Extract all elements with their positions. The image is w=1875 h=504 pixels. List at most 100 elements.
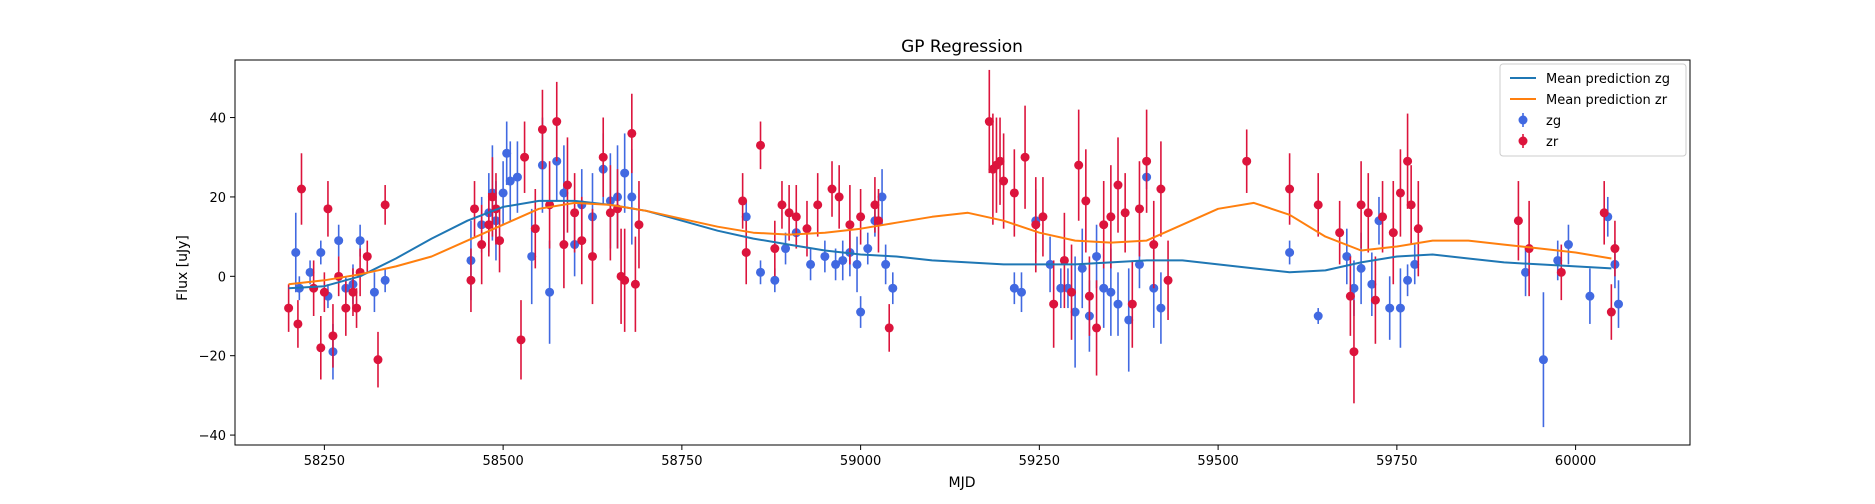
zg-point xyxy=(305,267,315,277)
zr-point xyxy=(1142,156,1152,166)
x-tick-label: 59750 xyxy=(1376,454,1417,469)
legend-item: Mean prediction zr xyxy=(1510,93,1668,108)
zr-point xyxy=(1074,160,1084,170)
y-tick-label: −40 xyxy=(199,429,226,444)
zr-point xyxy=(1156,184,1166,194)
zr-point xyxy=(323,204,333,214)
line-mean-prediction-zg xyxy=(288,199,1612,290)
zr-point xyxy=(1163,275,1173,285)
zr-point xyxy=(1349,347,1359,357)
zr-point xyxy=(1606,307,1616,317)
x-axis-label: MJD xyxy=(949,475,976,491)
zg-point xyxy=(877,192,887,202)
zr-point xyxy=(1363,208,1373,218)
zr-point xyxy=(1406,200,1416,210)
zr-point xyxy=(1313,200,1323,210)
zr-point xyxy=(1067,287,1077,297)
zr-point xyxy=(813,200,823,210)
x-tick-label: 59250 xyxy=(1019,454,1060,469)
y-tick-label: 20 xyxy=(209,191,226,206)
zg-point xyxy=(369,287,379,297)
zr-point xyxy=(1059,255,1069,265)
zg-point xyxy=(1410,259,1420,269)
zr-point xyxy=(1099,220,1109,230)
zr-point xyxy=(516,335,526,345)
zr-point xyxy=(1084,291,1094,301)
zr-point xyxy=(827,184,837,194)
zr-point xyxy=(770,244,780,254)
zr-point xyxy=(620,275,630,285)
zg-point xyxy=(820,251,830,261)
zr-point xyxy=(756,140,766,150)
zr-point xyxy=(605,208,615,218)
zg-point xyxy=(1285,248,1295,257)
zr-point xyxy=(1335,228,1345,238)
zg-point xyxy=(741,212,751,222)
zr-point xyxy=(1403,156,1413,166)
zg-point xyxy=(1356,263,1366,273)
zr-point xyxy=(1610,244,1620,254)
zg-point xyxy=(1349,283,1359,293)
x-tick-label: 58750 xyxy=(661,454,702,469)
zg-point xyxy=(1521,267,1531,277)
legend-label: zg xyxy=(1546,114,1561,129)
zr-point xyxy=(884,323,894,333)
zg-point xyxy=(380,275,390,285)
zr-point xyxy=(559,240,569,250)
zg-point xyxy=(505,176,515,186)
zr-point xyxy=(1345,291,1355,301)
zg-point xyxy=(1385,303,1395,313)
legend-item: Mean prediction zg xyxy=(1510,72,1670,87)
zr-point xyxy=(1513,216,1523,226)
zr-point xyxy=(1599,208,1609,218)
zr-point xyxy=(598,152,608,162)
legend-marker-swatch xyxy=(1518,136,1528,146)
zg-point xyxy=(627,192,637,202)
zg-point xyxy=(856,307,866,317)
axis-ticks: 58250 58500 58750 59000 59250 59500 59750 60000… xyxy=(199,112,1597,469)
zr-point xyxy=(1556,267,1566,277)
zg-point xyxy=(756,267,766,277)
zr-point xyxy=(1009,188,1019,198)
plot-area xyxy=(284,69,1624,428)
series-zr xyxy=(284,69,1620,404)
zr-point xyxy=(791,212,801,222)
zr-point xyxy=(316,343,326,353)
zg-point xyxy=(1403,275,1413,285)
zr-point xyxy=(466,275,476,285)
line-mean-prediction-zr xyxy=(288,201,1612,286)
zr-point xyxy=(495,236,505,246)
zr-point xyxy=(1038,212,1048,222)
zr-point xyxy=(1134,204,1144,214)
y-tick-label: −20 xyxy=(199,350,226,365)
legend-label: zr xyxy=(1546,135,1559,150)
zr-point xyxy=(334,271,344,281)
zr-point xyxy=(1020,152,1030,162)
x-tick-label: 60000 xyxy=(1555,454,1596,469)
zr-point xyxy=(296,184,306,194)
zr-point xyxy=(362,251,372,261)
zr-point xyxy=(856,212,866,222)
x-tick-label: 59000 xyxy=(840,454,881,469)
zg-point xyxy=(770,275,780,285)
zr-point xyxy=(784,208,794,218)
zg-point xyxy=(291,248,301,257)
zr-point xyxy=(1106,212,1116,222)
zr-point xyxy=(1120,208,1130,218)
zg-point xyxy=(1585,291,1595,301)
x-tick-label: 59500 xyxy=(1197,454,1238,469)
zg-point xyxy=(1563,240,1573,250)
zr-point xyxy=(873,216,883,226)
zr-point xyxy=(587,251,597,261)
zg-point xyxy=(1113,299,1123,309)
zr-point xyxy=(1370,295,1380,305)
zr-point xyxy=(352,303,362,313)
zg-point xyxy=(1134,259,1144,269)
zg-point xyxy=(1367,279,1377,289)
zg-point xyxy=(1538,355,1548,365)
zr-point xyxy=(1285,184,1295,194)
zr-point xyxy=(741,248,751,257)
zr-point xyxy=(1413,224,1423,234)
zr-point xyxy=(1378,212,1388,222)
zg-point xyxy=(498,188,508,198)
